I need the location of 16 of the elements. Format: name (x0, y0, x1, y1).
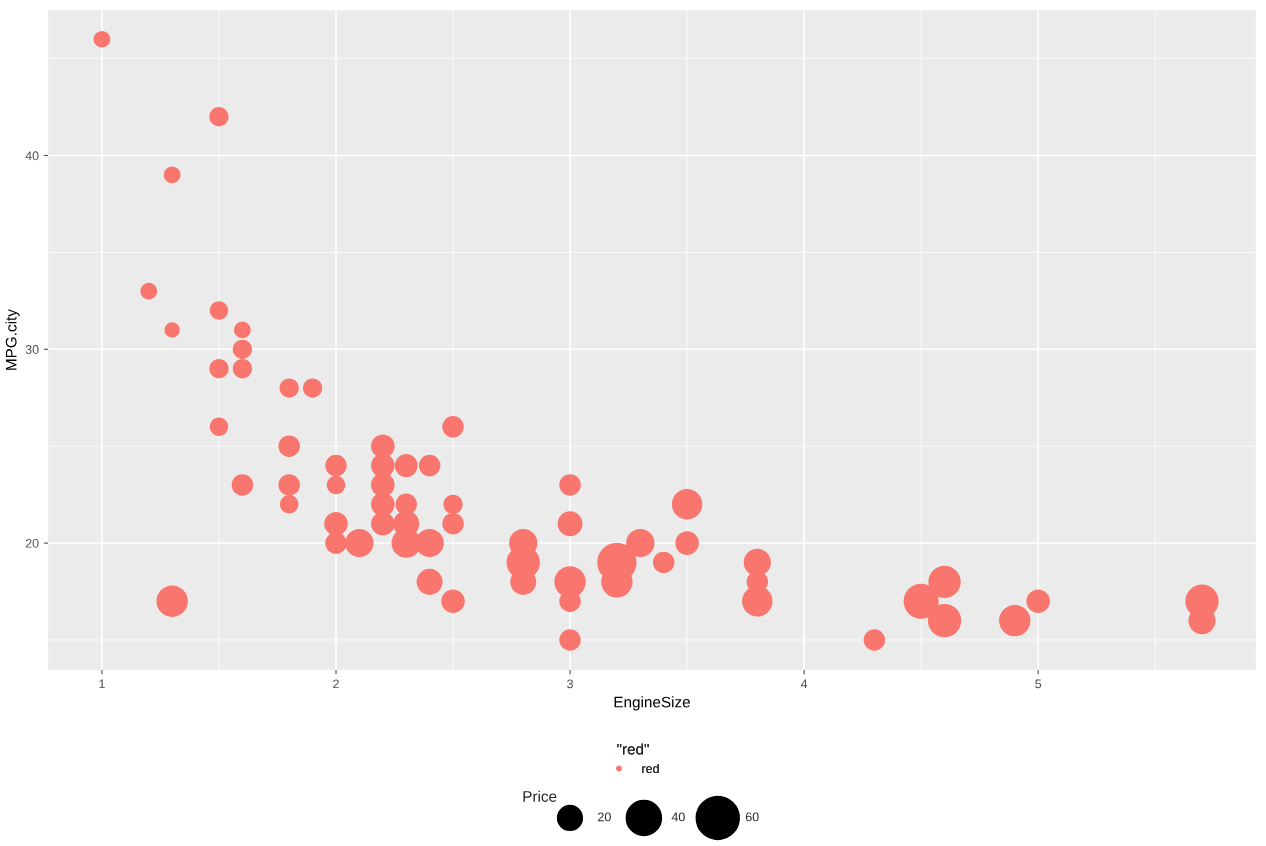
y-tick-label: 20 (25, 538, 39, 548)
x-tick-label: 5 (1035, 679, 1042, 689)
x-tick-label: 4 (800, 679, 808, 689)
y-tick-label: 40 (25, 151, 39, 161)
y-axis-title: MPG.city (5, 309, 20, 370)
x-axis-title: EngineSize (614, 696, 690, 711)
legend-label: 60 (745, 812, 759, 822)
legend-title: "red" (617, 743, 649, 755)
text: Price (523, 790, 557, 802)
legend-label: 20 (598, 812, 611, 822)
x-tick-label: 2 (333, 679, 339, 689)
x-tick-label: 3 (567, 679, 573, 689)
legend-label: red (642, 763, 659, 774)
y-tick-label: 30 (25, 345, 39, 354)
legend-label: 40 (671, 812, 685, 822)
x-tick-label: 1 (99, 679, 105, 689)
